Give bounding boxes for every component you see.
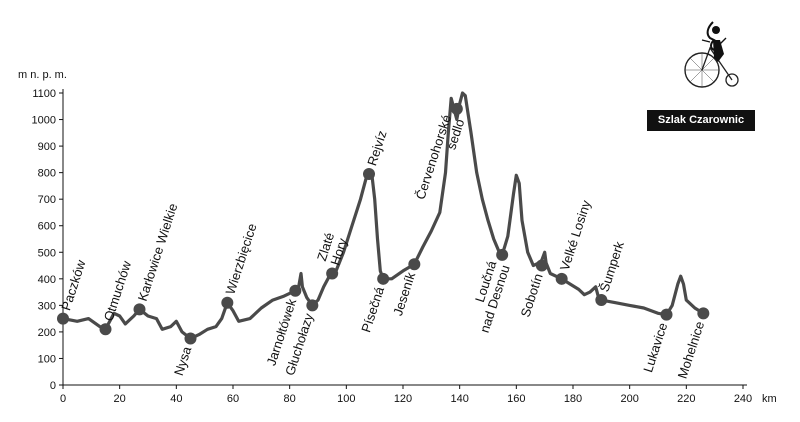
y-tick-label: 600 bbox=[38, 221, 56, 233]
place-label-line: Mohelnice bbox=[675, 319, 708, 380]
place-label-line: Písečná bbox=[358, 284, 387, 334]
place-marker bbox=[555, 272, 568, 285]
penny-farthing-cyclist-icon bbox=[684, 21, 739, 88]
x-tick-label: 200 bbox=[620, 393, 638, 405]
place-label: Písečná bbox=[358, 284, 387, 334]
place-label-line: Šumperk bbox=[597, 239, 627, 294]
place-label-line: Otmuchów bbox=[101, 259, 135, 323]
x-tick-label: 100 bbox=[337, 393, 355, 405]
x-tick-label: 120 bbox=[394, 393, 412, 405]
place-marker bbox=[306, 299, 319, 312]
place-label: Otmuchów bbox=[101, 259, 135, 323]
y-tick-label: 400 bbox=[38, 274, 56, 286]
y-tick-label: 900 bbox=[38, 141, 56, 153]
place-label: Lukavice bbox=[640, 321, 670, 374]
y-tick-label: 1000 bbox=[32, 115, 56, 127]
x-tick-label: 60 bbox=[227, 393, 239, 405]
x-tick-label: 180 bbox=[564, 393, 582, 405]
x-axis-unit: km bbox=[762, 393, 777, 405]
place-markers bbox=[57, 102, 710, 345]
place-label-line: Nysa bbox=[171, 344, 195, 378]
chart-axes bbox=[62, 89, 747, 386]
y-axis-unit: m n. p. m. bbox=[18, 69, 67, 81]
place-label: Rejvíz bbox=[364, 129, 389, 168]
place-marker bbox=[595, 294, 608, 307]
x-tick-label: 20 bbox=[114, 393, 126, 405]
place-label: Nysa bbox=[171, 344, 195, 378]
chart-ticks: 0 100 200 300 400 500 600 700 800 900 1000 1100 0 20 4… bbox=[32, 88, 753, 405]
y-tick-label: 1100 bbox=[32, 88, 56, 100]
place-marker bbox=[363, 167, 375, 180]
place-marker bbox=[289, 284, 302, 297]
trail-name-badge: Szlak Czarownic bbox=[647, 110, 755, 131]
place-marker bbox=[221, 296, 234, 309]
y-tick-label: 200 bbox=[38, 327, 56, 339]
place-marker bbox=[57, 312, 69, 325]
x-tick-label: 140 bbox=[450, 393, 468, 405]
place-labels: Paczków Otmuchów Karłowice WielkieNysaWier… bbox=[58, 113, 707, 381]
place-marker bbox=[377, 272, 390, 285]
place-marker bbox=[496, 248, 509, 261]
place-label-line: Lukavice bbox=[640, 321, 670, 374]
place-marker bbox=[133, 303, 146, 316]
place-marker bbox=[660, 308, 673, 321]
x-tick-label: 160 bbox=[507, 393, 525, 405]
x-tick-label: 220 bbox=[677, 393, 695, 405]
place-label-line: Sobotín bbox=[518, 272, 546, 319]
place-label: Šumperk bbox=[597, 239, 627, 294]
place-label-line: Velké Losiny bbox=[557, 198, 594, 273]
place-label-line: Karłowice Wielkie bbox=[135, 201, 181, 303]
y-tick-label: 800 bbox=[38, 168, 56, 180]
place-marker bbox=[326, 267, 339, 280]
y-tick-label: 0 bbox=[50, 380, 56, 392]
elevation-profile-line bbox=[61, 91, 705, 341]
place-marker bbox=[99, 323, 112, 336]
place-label: Mohelnice bbox=[675, 319, 708, 380]
place-marker bbox=[450, 102, 463, 115]
y-tick-label: 100 bbox=[38, 353, 56, 365]
place-marker bbox=[697, 307, 710, 320]
y-tick-label: 300 bbox=[38, 300, 56, 312]
x-tick-label: 0 bbox=[60, 393, 66, 405]
place-marker bbox=[535, 259, 548, 272]
x-tick-label: 80 bbox=[284, 393, 296, 405]
x-tick-label: 40 bbox=[170, 393, 182, 405]
y-tick-label: 500 bbox=[38, 247, 56, 259]
place-marker bbox=[184, 332, 197, 345]
x-tick-label: 240 bbox=[734, 393, 752, 405]
place-marker bbox=[408, 258, 421, 271]
place-label: Wierzbięcice bbox=[223, 222, 260, 297]
place-label-line: Rejvíz bbox=[364, 129, 389, 168]
y-tick-label: 700 bbox=[38, 194, 56, 206]
place-label-line: Wierzbięcice bbox=[223, 222, 260, 297]
place-label: Sobotín bbox=[518, 272, 546, 319]
place-label: Velké Losiny bbox=[557, 198, 594, 273]
place-label: Karłowice Wielkie bbox=[135, 201, 181, 303]
